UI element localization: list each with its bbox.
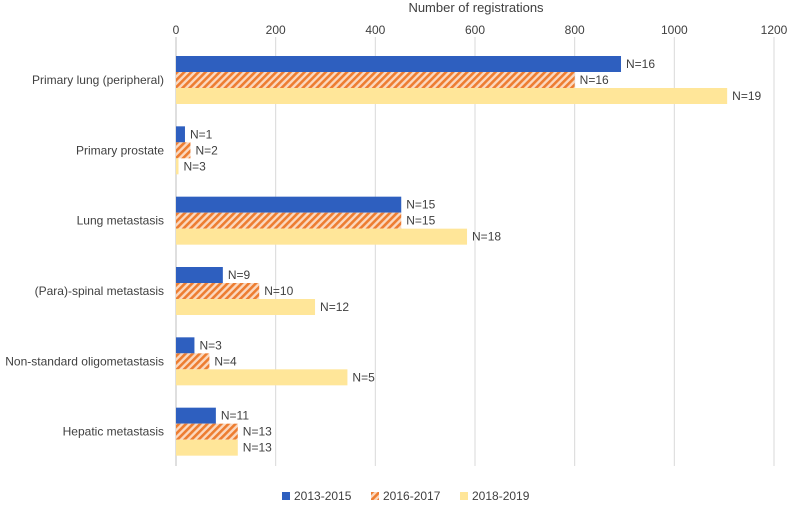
- bar-lung-metastasis-2016-2017: [176, 212, 402, 229]
- data-label-non-standard-oligometastasis-2018-2019: N=5: [352, 370, 375, 384]
- legend-swatch-2018-2019: [460, 492, 468, 500]
- data-label-primary-prostate-2016-2017: N=2: [195, 143, 218, 157]
- data-label-lung-metastasis-2018-2019: N=18: [472, 230, 501, 244]
- category-label-para-spinal-metastasis: (Para)-spinal metastasis: [35, 284, 164, 298]
- x-axis-tick-labels: 0 200 400 600 800 1000 1200: [173, 23, 788, 37]
- legend-label-2018-2019: 2018-2019: [472, 489, 530, 503]
- legend-swatch-2013-2015: [282, 492, 290, 500]
- bar-primary-prostate-2013-2015: [176, 126, 185, 143]
- data-label-para-spinal-metastasis-2013-2015: N=9: [228, 268, 251, 282]
- bar-primary-prostate-2018-2019: [176, 158, 179, 175]
- category-labels: Primary lung (peripheral) Primary prostat…: [5, 73, 164, 439]
- x-tick-label-800: 800: [565, 23, 585, 37]
- data-label-non-standard-oligometastasis-2013-2015: N=3: [199, 338, 222, 352]
- x-tick-label-0: 0: [173, 23, 180, 37]
- x-tick-label-600: 600: [465, 23, 485, 37]
- bar-primary-lung-peripheral-2016-2017: [176, 72, 575, 88]
- bar-lung-metastasis-2018-2019: [176, 228, 468, 245]
- x-axis-title: Number of registrations: [408, 0, 544, 15]
- x-tick-label-1000: 1000: [661, 23, 688, 37]
- bar-non-standard-oligometastasis-2018-2019: [176, 369, 348, 386]
- data-label-lung-metastasis-2013-2015: N=15: [406, 198, 435, 212]
- category-label-primary-lung-peripheral: Primary lung (peripheral): [32, 73, 164, 87]
- bar-hepatic-metastasis-2018-2019: [176, 439, 238, 456]
- bar-lung-metastasis-2013-2015: [176, 196, 402, 213]
- legend-label-2013-2015: 2013-2015: [294, 489, 352, 503]
- bar-hepatic-metastasis-2013-2015: [176, 407, 216, 424]
- bar-para-spinal-metastasis-2013-2015: [176, 267, 223, 283]
- bar-non-standard-oligometastasis-2013-2015: [176, 337, 195, 354]
- x-tick-label-1200: 1200: [761, 23, 788, 37]
- gridlines: [175, 37, 775, 466]
- data-label-non-standard-oligometastasis-2016-2017: N=4: [214, 354, 237, 368]
- bar-hepatic-metastasis-2016-2017: [176, 423, 238, 440]
- legend: 2013-2015 2016-2017 2018-2019: [282, 489, 530, 503]
- data-label-primary-lung-peripheral-2018-2019: N=19: [732, 89, 761, 103]
- bars: [176, 56, 728, 456]
- data-label-hepatic-metastasis-2018-2019: N=13: [243, 441, 272, 455]
- bar-non-standard-oligometastasis-2016-2017: [176, 353, 210, 370]
- bar-primary-prostate-2016-2017: [176, 142, 191, 159]
- data-label-primary-lung-peripheral-2016-2017: N=16: [580, 73, 609, 87]
- x-tick-label-200: 200: [266, 23, 286, 37]
- legend-label-2016-2017: 2016-2017: [383, 489, 441, 503]
- bar-primary-lung-peripheral-2018-2019: [176, 88, 728, 104]
- data-label-para-spinal-metastasis-2018-2019: N=12: [320, 300, 349, 314]
- legend-swatch-2016-2017: [371, 492, 379, 500]
- category-label-lung-metastasis: Lung metastasis: [77, 214, 164, 228]
- data-label-hepatic-metastasis-2013-2015: N=11: [221, 409, 249, 423]
- bar-para-spinal-metastasis-2016-2017: [176, 283, 260, 299]
- category-label-non-standard-oligometastasis: Non-standard oligometastasis: [5, 354, 164, 368]
- data-label-para-spinal-metastasis-2016-2017: N=10: [264, 284, 293, 298]
- bar-primary-lung-peripheral-2013-2015: [176, 56, 622, 72]
- data-labels: N=16 N=16 N=19 N=1 N=2 N=3 N=15 N=15 N=18 N=9 N=10…: [183, 57, 761, 455]
- data-label-primary-lung-peripheral-2013-2015: N=16: [626, 57, 655, 71]
- bar-para-spinal-metastasis-2018-2019: [176, 299, 316, 315]
- data-label-hepatic-metastasis-2016-2017: N=13: [243, 425, 272, 439]
- category-label-primary-prostate: Primary prostate: [76, 143, 164, 157]
- data-label-primary-prostate-2018-2019: N=3: [183, 159, 206, 173]
- category-label-hepatic-metastasis: Hepatic metastasis: [63, 425, 164, 439]
- data-label-primary-prostate-2013-2015: N=1: [190, 127, 213, 141]
- data-label-lung-metastasis-2016-2017: N=15: [406, 214, 435, 228]
- x-tick-label-400: 400: [365, 23, 385, 37]
